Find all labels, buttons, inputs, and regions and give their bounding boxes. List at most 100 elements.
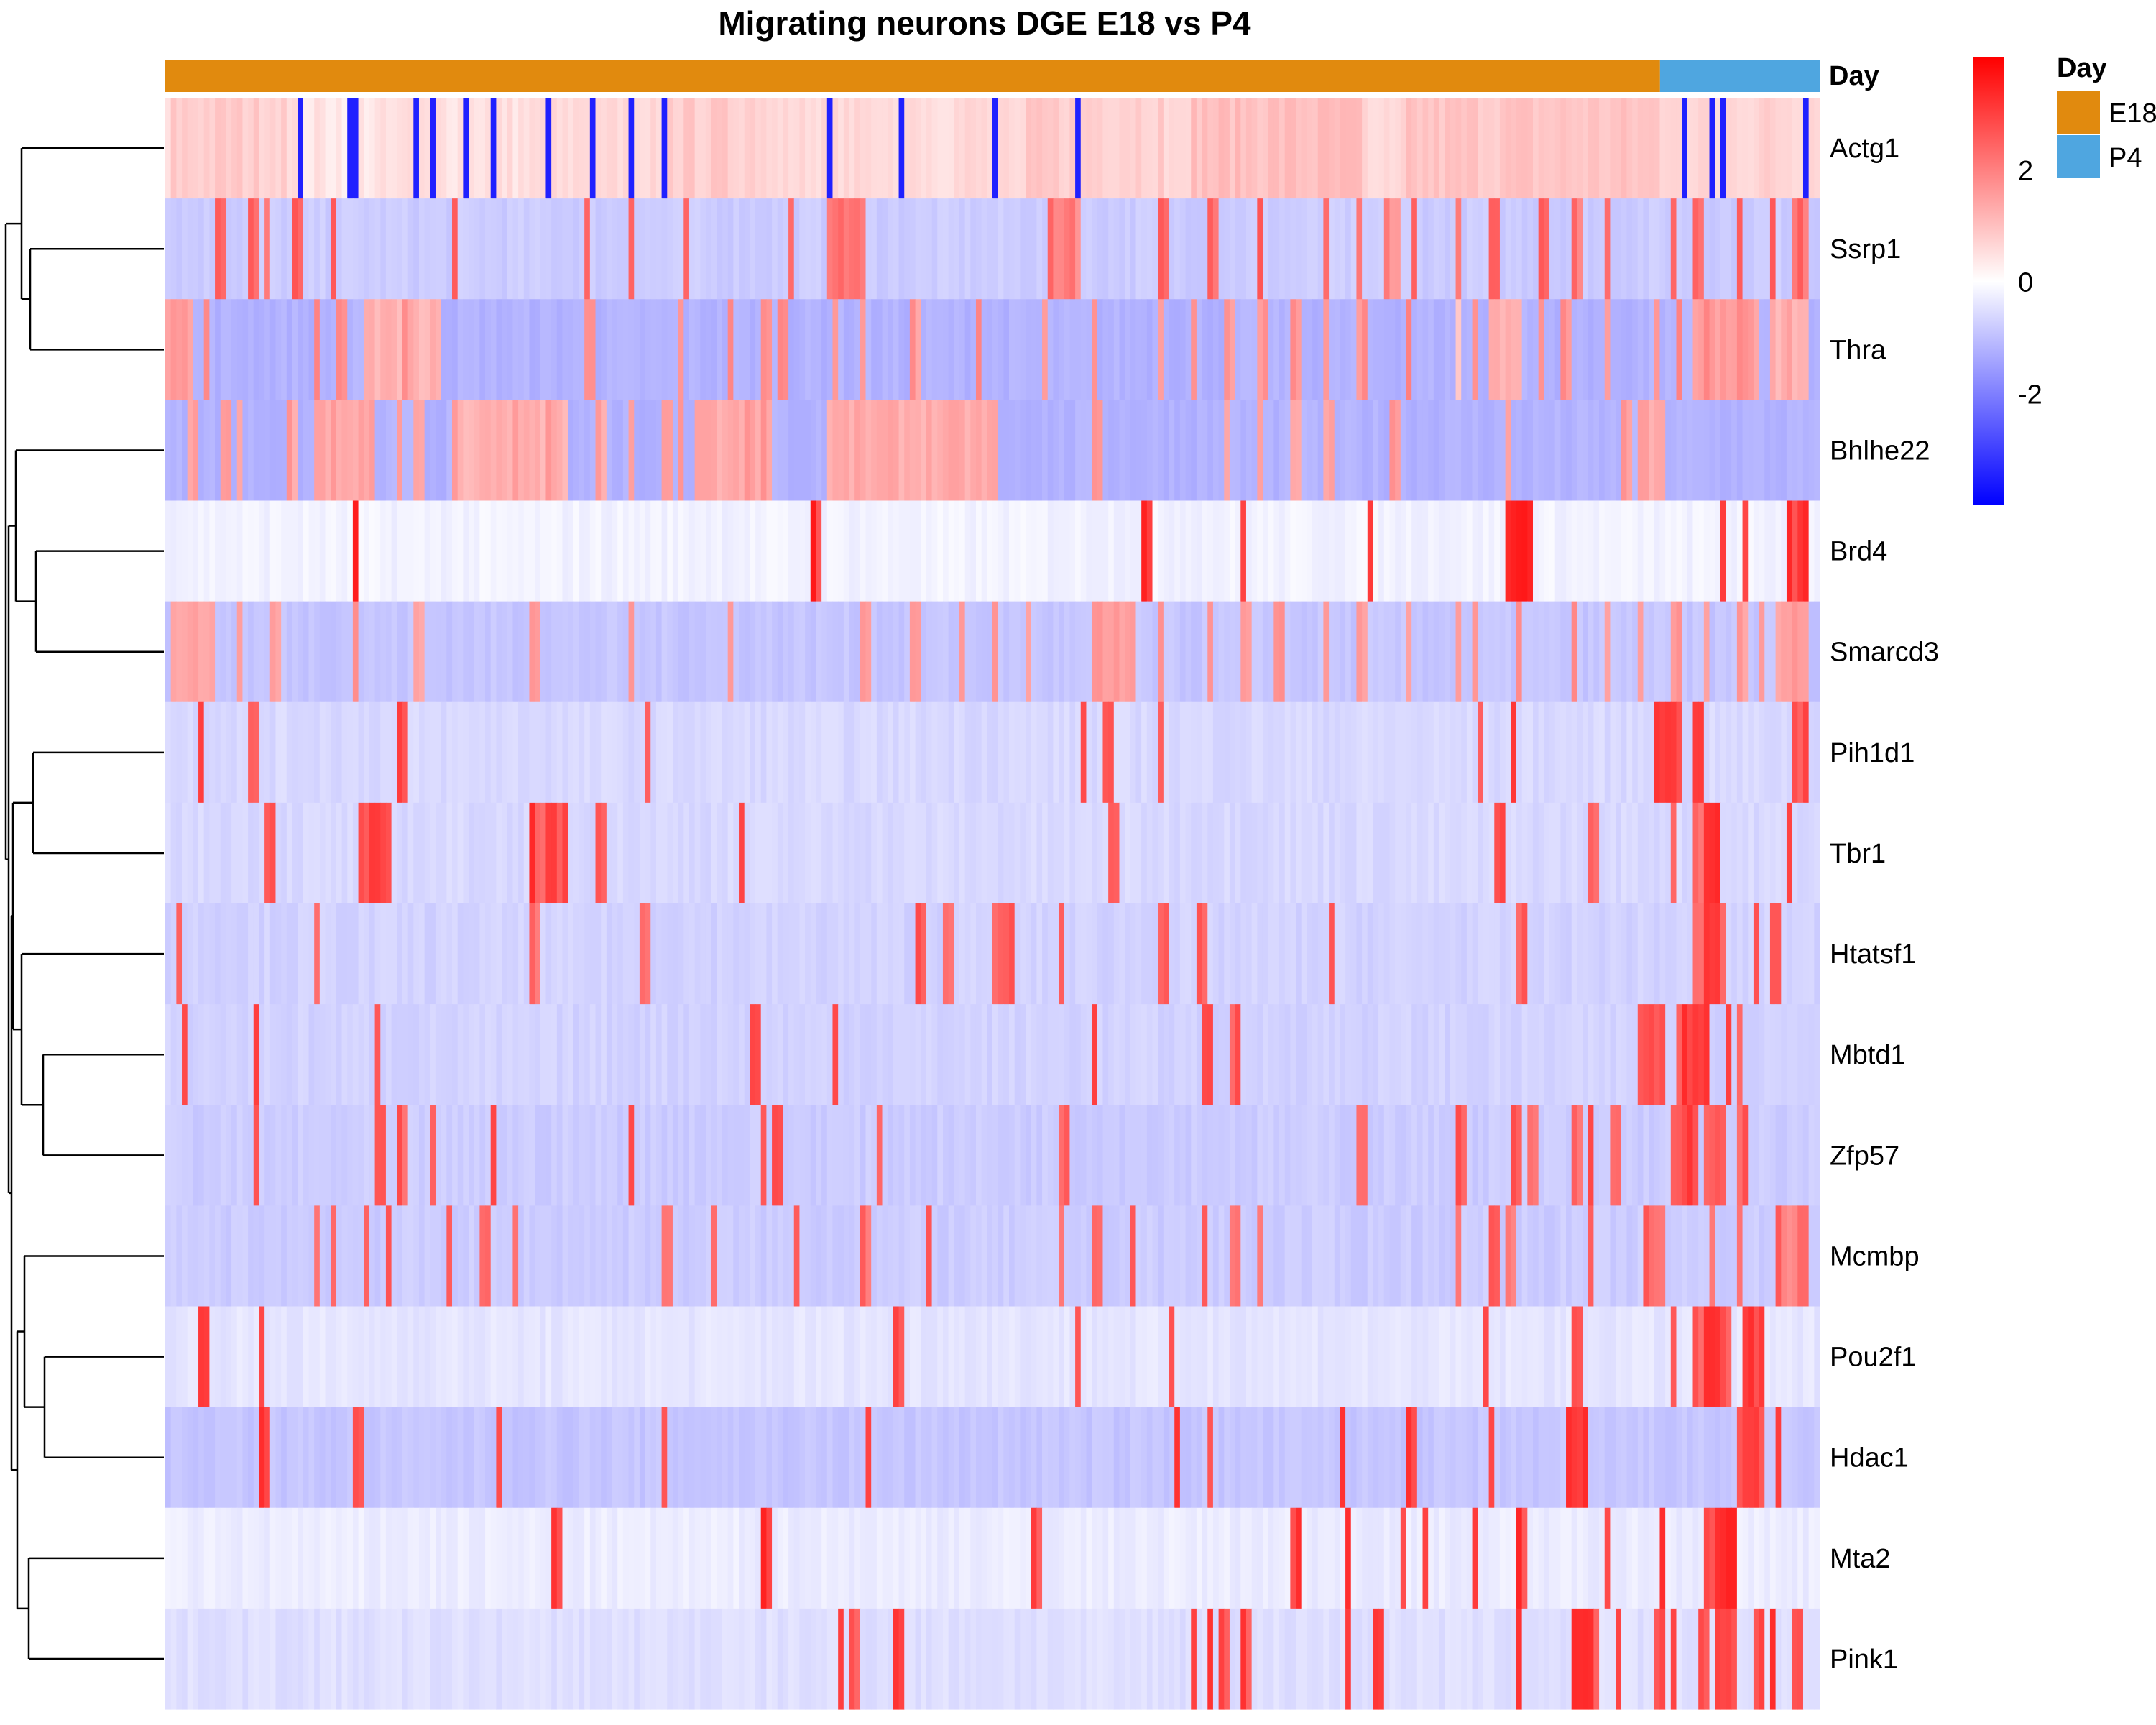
heatmap-cell [838,601,844,703]
heatmap-cell [556,1105,563,1206]
heatmap-cell [1455,198,1462,300]
heatmap-cell [352,1507,359,1609]
heatmap-cell [248,299,254,400]
heatmap-cell [717,1608,723,1710]
heatmap-cell [1323,903,1330,1005]
heatmap-cell [1362,1407,1368,1509]
heatmap-cell [1212,1507,1220,1609]
heatmap-cell [1312,1507,1319,1609]
heatmap-cell [772,400,778,502]
heatmap-cell [584,400,591,502]
heatmap-cell [1488,702,1495,804]
heatmap-cell [998,98,1004,199]
heatmap-cell [407,1004,414,1105]
heatmap-cell [1268,1507,1274,1609]
heatmap-cell [705,400,712,502]
heatmap-cell [1455,299,1462,400]
heatmap-cell [1113,1306,1120,1408]
heatmap-cell [1146,1608,1153,1710]
heatmap-cell [1736,601,1743,703]
heatmap-cell [364,1004,370,1105]
heatmap-cell [954,601,960,703]
heatmap-cell [435,702,442,804]
heatmap-cell [236,198,244,300]
heatmap-cell [733,98,740,199]
heatmap-cell [413,1507,420,1609]
heatmap-cell [1416,903,1424,1005]
heatmap-cell [987,1105,993,1206]
heatmap-cell [612,601,618,703]
heatmap-cell [1445,1004,1451,1105]
heatmap-cell [1814,98,1820,199]
heatmap-cell [760,702,767,804]
heatmap-cell [469,601,475,703]
heatmap-cell [198,299,205,400]
heatmap-cell [1047,1608,1054,1710]
heatmap-cell [1031,1105,1037,1206]
heatmap-cell [502,98,508,199]
heatmap-cell [821,400,828,502]
heatmap-cell [1797,903,1804,1005]
heatmap-cell [1670,98,1677,199]
heatmap-cell [1797,1608,1804,1710]
heatmap-cell [1416,1004,1424,1105]
heatmap-cell [1560,1004,1567,1105]
heatmap-cell [617,198,624,300]
heatmap-cell [479,500,486,602]
heatmap-cell [1748,299,1754,400]
heatmap-cell [1130,903,1137,1005]
heatmap-cell [1416,400,1424,502]
heatmap-cell [1428,1407,1434,1509]
heatmap-cell [788,1507,795,1609]
heatmap-cell [727,1507,734,1609]
heatmap-cell [1036,500,1043,602]
heatmap-cell [347,1507,354,1609]
heatmap-cell [1014,400,1021,502]
heatmap-cell [622,802,630,904]
heatmap-cell [1643,1407,1649,1509]
heatmap-cell [1009,601,1015,703]
heatmap-cell [1466,198,1473,300]
heatmap-cell [502,802,508,904]
heatmap-cell [589,1507,596,1609]
heatmap-cell [1687,500,1694,602]
heatmap-cell [667,98,673,199]
heatmap-cell [727,299,734,400]
heatmap-cell [1516,400,1523,502]
heatmap-cell [264,1407,271,1509]
heatmap-cell [826,601,834,703]
heatmap-cell [970,1004,977,1105]
heatmap-cell [849,299,855,400]
heatmap-cell [535,1407,541,1509]
heatmap-cell [270,1608,277,1710]
heatmap-cell [589,1004,596,1105]
heatmap-cell [540,802,547,904]
heatmap-cell [1284,1306,1291,1408]
heatmap-cell [838,903,844,1005]
heatmap-cell [1373,1306,1379,1408]
heatmap-cell [1599,601,1606,703]
heatmap-cell [1191,1407,1197,1509]
heatmap-cell [474,299,480,400]
heatmap-cell [1334,702,1341,804]
gene-label: Pink1 [1830,1644,1898,1675]
heatmap-cell [1097,500,1104,602]
heatmap-cell [1411,1407,1418,1509]
heatmap-cell [535,500,541,602]
heatmap-cell [970,500,977,602]
heatmap-cell [766,1407,773,1509]
heatmap-cell [705,1205,712,1307]
heatmap-cell [1505,802,1511,904]
heatmap-cell [568,601,574,703]
heatmap-cell [909,903,916,1005]
heatmap-cell [545,903,552,1005]
heatmap-cell [921,1105,927,1206]
heatmap-cell [231,198,238,300]
heatmap-cell [226,1105,232,1206]
heatmap-cell [1257,1205,1263,1307]
heatmap-cell [1059,1205,1065,1307]
heatmap-cell [1748,1004,1754,1105]
heatmap-cell [821,1608,828,1710]
heatmap-cell [1406,500,1412,602]
heatmap-cell [1108,702,1115,804]
